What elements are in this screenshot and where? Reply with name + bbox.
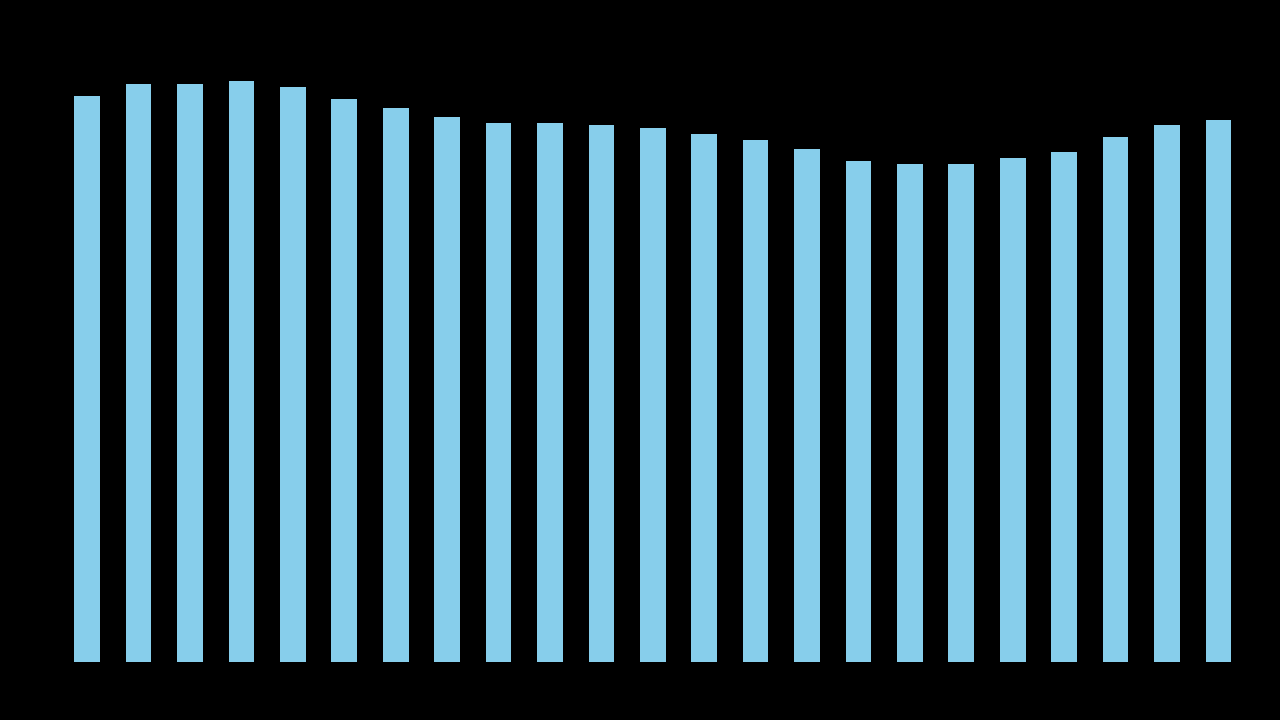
Bar <box>691 135 717 662</box>
Bar <box>1102 138 1129 662</box>
Bar <box>383 108 408 662</box>
Bar <box>897 164 923 662</box>
Bar <box>1051 152 1076 662</box>
Bar <box>125 84 151 662</box>
Bar <box>948 164 974 662</box>
Bar <box>485 122 512 662</box>
Bar <box>332 99 357 662</box>
Bar <box>280 87 306 662</box>
Bar <box>1155 125 1180 662</box>
Bar <box>742 140 768 662</box>
Bar <box>538 122 563 662</box>
Bar <box>846 161 872 662</box>
Bar <box>794 149 820 662</box>
Bar <box>1206 120 1231 662</box>
Bar <box>589 125 614 662</box>
Bar <box>74 96 100 662</box>
Bar <box>229 81 255 662</box>
Bar <box>640 128 666 662</box>
Bar <box>1000 158 1025 662</box>
Bar <box>434 117 460 662</box>
Bar <box>177 84 204 662</box>
